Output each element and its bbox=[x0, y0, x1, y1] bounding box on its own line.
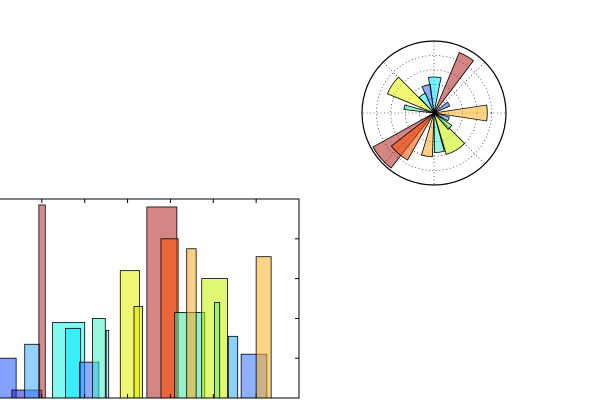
cartesian-bar-chart bbox=[0, 198, 300, 399]
bar-19 bbox=[255, 256, 272, 399]
wedge-12 bbox=[433, 112, 466, 155]
bar-7 bbox=[92, 317, 106, 399]
wedge-14 bbox=[433, 112, 450, 122]
bar-2 bbox=[24, 343, 41, 399]
bar-16 bbox=[214, 302, 221, 399]
wedge-0 bbox=[433, 104, 488, 122]
angular-gridline-1 bbox=[433, 61, 486, 114]
bar-3 bbox=[38, 204, 46, 399]
wedge-7 bbox=[403, 104, 435, 114]
wedge-9 bbox=[390, 112, 435, 161]
wedge-5 bbox=[418, 92, 435, 114]
polar-frame bbox=[361, 40, 507, 186]
bar-8 bbox=[105, 329, 110, 399]
wedge-1 bbox=[433, 101, 451, 114]
wedge-6 bbox=[386, 76, 435, 114]
bar-14 bbox=[186, 248, 197, 399]
bar-5 bbox=[65, 327, 81, 399]
wedge-13 bbox=[433, 112, 453, 130]
bar-17 bbox=[227, 335, 239, 399]
polar-bar-chart bbox=[361, 40, 507, 186]
plot-frame bbox=[0, 198, 300, 399]
wedge-2 bbox=[433, 52, 474, 114]
wedge-3 bbox=[428, 76, 442, 114]
radial-gridline-3 bbox=[376, 55, 492, 171]
wedge-10 bbox=[421, 112, 435, 158]
bar-10 bbox=[133, 306, 143, 399]
